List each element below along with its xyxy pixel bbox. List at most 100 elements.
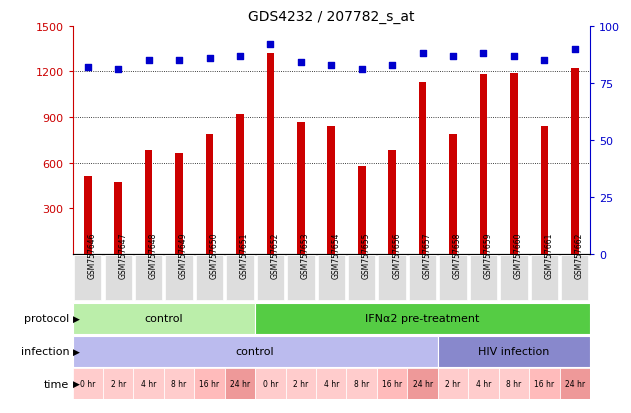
- Point: [266, 42, 276, 48]
- Bar: [498, 368, 529, 399]
- Text: GSM757652: GSM757652: [271, 232, 280, 278]
- Bar: [175, 154, 183, 254]
- Text: 4 hr: 4 hr: [476, 380, 491, 388]
- Bar: [145, 151, 153, 254]
- Point: [144, 57, 154, 64]
- Text: GSM757657: GSM757657: [423, 232, 432, 279]
- Text: 24 hr: 24 hr: [565, 380, 585, 388]
- Text: GSM757647: GSM757647: [118, 232, 127, 279]
- Text: GSM757661: GSM757661: [545, 232, 553, 278]
- Bar: [468, 368, 498, 399]
- Bar: [225, 368, 255, 399]
- FancyBboxPatch shape: [287, 255, 314, 301]
- FancyBboxPatch shape: [257, 255, 284, 301]
- Bar: [388, 151, 396, 254]
- Point: [326, 62, 336, 69]
- Text: HIV infection: HIV infection: [478, 346, 550, 356]
- Point: [387, 62, 397, 69]
- FancyBboxPatch shape: [500, 255, 528, 301]
- FancyBboxPatch shape: [531, 255, 558, 301]
- Text: 24 hr: 24 hr: [413, 380, 433, 388]
- Bar: [541, 127, 548, 254]
- Bar: [346, 368, 377, 399]
- Bar: [419, 83, 427, 254]
- Bar: [529, 368, 560, 399]
- Bar: [408, 368, 438, 399]
- Text: GSM757650: GSM757650: [209, 232, 218, 279]
- Text: GSM757655: GSM757655: [362, 232, 370, 279]
- FancyBboxPatch shape: [379, 255, 406, 301]
- Bar: [84, 177, 91, 254]
- Point: [235, 53, 245, 59]
- Text: infection: infection: [21, 346, 69, 356]
- Point: [418, 51, 428, 57]
- Text: GSM757656: GSM757656: [392, 232, 401, 279]
- Bar: [358, 166, 365, 254]
- Bar: [255, 368, 286, 399]
- Point: [509, 53, 519, 59]
- Text: GSM757658: GSM757658: [453, 232, 462, 278]
- FancyBboxPatch shape: [165, 255, 193, 301]
- Text: 4 hr: 4 hr: [141, 380, 156, 388]
- Bar: [103, 368, 133, 399]
- Text: GSM757653: GSM757653: [301, 232, 310, 279]
- Bar: [449, 134, 457, 254]
- Text: GSM757654: GSM757654: [331, 232, 340, 279]
- Text: GSM757651: GSM757651: [240, 232, 249, 278]
- Text: GSM757649: GSM757649: [179, 232, 188, 279]
- Text: 16 hr: 16 hr: [199, 380, 220, 388]
- Bar: [255, 303, 590, 334]
- Text: 2 hr: 2 hr: [293, 380, 309, 388]
- Text: 0 hr: 0 hr: [262, 380, 278, 388]
- Point: [174, 57, 184, 64]
- Text: IFNα2 pre-treatment: IFNα2 pre-treatment: [365, 313, 480, 324]
- Bar: [438, 368, 468, 399]
- Text: 24 hr: 24 hr: [230, 380, 250, 388]
- Point: [570, 46, 580, 53]
- Text: GSM757660: GSM757660: [514, 232, 523, 279]
- Text: time: time: [44, 379, 69, 389]
- Text: 8 hr: 8 hr: [354, 380, 369, 388]
- Text: GSM757659: GSM757659: [483, 232, 492, 279]
- Bar: [571, 69, 579, 254]
- Bar: [377, 368, 408, 399]
- Text: 2 hr: 2 hr: [110, 380, 126, 388]
- FancyBboxPatch shape: [348, 255, 375, 301]
- Point: [448, 53, 458, 59]
- Point: [540, 57, 550, 64]
- FancyBboxPatch shape: [105, 255, 132, 301]
- Bar: [73, 303, 255, 334]
- Text: 4 hr: 4 hr: [324, 380, 339, 388]
- Bar: [510, 74, 517, 254]
- Bar: [297, 122, 305, 254]
- Bar: [327, 127, 335, 254]
- Bar: [267, 54, 274, 254]
- FancyBboxPatch shape: [469, 255, 497, 301]
- Text: ▶: ▶: [73, 380, 80, 388]
- Bar: [133, 368, 164, 399]
- Text: control: control: [236, 346, 274, 356]
- Bar: [73, 336, 438, 367]
- Point: [83, 64, 93, 71]
- Point: [113, 66, 123, 73]
- Bar: [286, 368, 316, 399]
- Point: [296, 60, 306, 66]
- FancyBboxPatch shape: [74, 255, 102, 301]
- Title: GDS4232 / 207782_s_at: GDS4232 / 207782_s_at: [248, 10, 415, 24]
- Text: 0 hr: 0 hr: [80, 380, 95, 388]
- Text: 16 hr: 16 hr: [382, 380, 402, 388]
- FancyBboxPatch shape: [561, 255, 589, 301]
- Text: GSM757648: GSM757648: [149, 232, 158, 278]
- FancyBboxPatch shape: [439, 255, 467, 301]
- Bar: [73, 368, 103, 399]
- FancyBboxPatch shape: [135, 255, 162, 301]
- Text: ▶: ▶: [73, 314, 80, 323]
- Point: [357, 66, 367, 73]
- Text: GSM757646: GSM757646: [88, 232, 97, 279]
- Text: 8 hr: 8 hr: [172, 380, 187, 388]
- Bar: [560, 368, 590, 399]
- Bar: [316, 368, 346, 399]
- Text: control: control: [144, 313, 183, 324]
- Bar: [206, 134, 213, 254]
- Text: ▶: ▶: [73, 347, 80, 356]
